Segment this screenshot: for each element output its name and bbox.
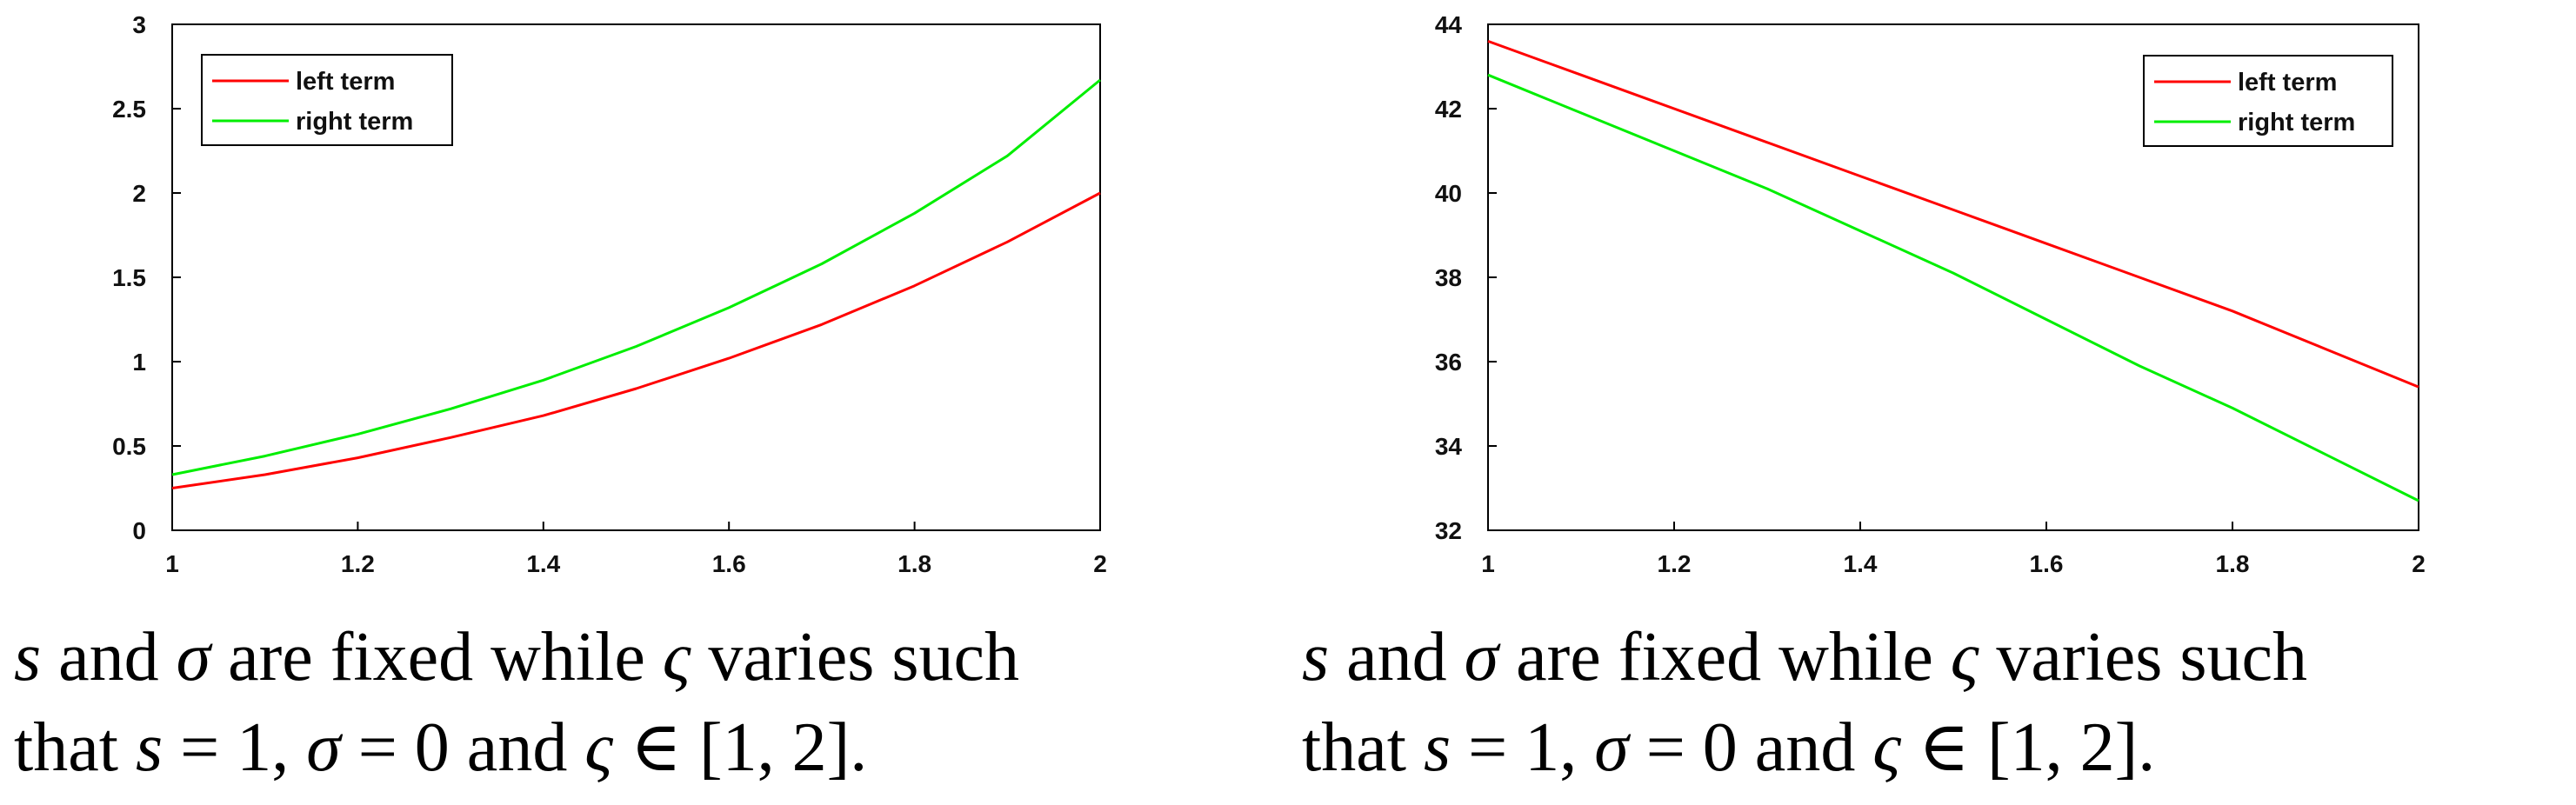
caption-text: are fixed while: [1498, 619, 1951, 695]
caption-math: ς: [662, 619, 691, 695]
caption-line-1: s and σ are fixed while ς varies such: [1302, 612, 2572, 702]
caption-text: and: [41, 619, 177, 695]
caption-text: = 1,: [1451, 709, 1595, 786]
caption-text: = 0 and: [340, 709, 585, 786]
caption-line-2: that s = 1, σ = 0 and ς ∈ [1, 2].: [1302, 702, 2572, 793]
legend: left term right term: [2143, 55, 2393, 147]
x-tick-label: 1.2: [1658, 550, 1692, 577]
y-tick-label: 2: [132, 180, 146, 207]
y-tick-label: 1.5: [112, 264, 146, 291]
y-tick-label: 42: [1435, 96, 1462, 123]
caption-math: σ: [1594, 709, 1629, 786]
x-tick-label: 2: [2412, 550, 2426, 577]
y-tick-label: 0: [132, 517, 146, 544]
caption-line-1: s and σ are fixed while ς varies such: [14, 612, 1284, 702]
chart-caption-right: s and σ are fixed while ς varies such th…: [1302, 612, 2572, 793]
chart-right: 1 1.2 1.4 1.6 1.8 2 32 34 36 38 40 42 44 left term rig…: [1435, 11, 2426, 577]
legend-label: right term: [296, 108, 413, 136]
x-tick-label: 1.2: [341, 550, 375, 577]
x-tick-label: 1.4: [1844, 550, 1878, 577]
caption-text: varies such: [1979, 619, 2307, 695]
series-line-right-term: [1487, 73, 2419, 502]
chart-panel-right: 1 1.2 1.4 1.6 1.8 2 32 34 36 38 40 42 44 left term rig…: [1288, 0, 2576, 805]
x-tick-label: 1.8: [898, 550, 931, 577]
caption-math: ς: [1872, 709, 1901, 786]
chart-left: 1 1.2 1.4 1.6 1.8 2 0 0.5 1 1.5 2 2.5 3 left term righ…: [112, 11, 1107, 577]
y-tick-label: 36: [1435, 349, 1462, 376]
legend-box: [201, 54, 453, 146]
caption-math: s: [1423, 709, 1452, 786]
chart-caption-left: s and σ are fixed while ς varies such th…: [14, 612, 1284, 793]
y-tick-label: 2.5: [112, 96, 146, 123]
caption-text: are fixed while: [210, 619, 663, 695]
caption-math: ς: [584, 709, 613, 786]
x-tick-label: 1.4: [526, 550, 560, 577]
legend-label: left term: [2238, 69, 2337, 96]
y-tick-label: 38: [1435, 264, 1462, 291]
x-tick-label: 1.6: [2030, 550, 2064, 577]
caption-text: ∈ [1, 2].: [1900, 709, 2156, 786]
y-tick-label: 32: [1435, 517, 1462, 544]
x-tick-label: 1.8: [2216, 550, 2250, 577]
legend-label: right term: [2238, 109, 2355, 136]
x-tick-label: 1: [165, 550, 179, 577]
legend-box: [2143, 55, 2393, 147]
y-tick-label: 40: [1435, 180, 1462, 207]
y-tick-label: 0.5: [112, 433, 146, 460]
y-tick-label: 34: [1435, 433, 1463, 460]
caption-text: ∈ [1, 2].: [612, 709, 868, 786]
legend: left term right term: [201, 54, 453, 146]
caption-text: and: [1329, 619, 1465, 695]
caption-text: that: [1302, 709, 1424, 786]
x-tick-label: 2: [1093, 550, 1107, 577]
series-line-left-term: [1487, 39, 2419, 389]
x-tick-label: 1: [1481, 550, 1495, 577]
caption-math: σ: [1464, 619, 1499, 695]
caption-math: s: [1302, 619, 1330, 695]
chart-panel-left: 1 1.2 1.4 1.6 1.8 2 0 0.5 1 1.5 2 2.5 3 left term righ…: [14, 11, 1284, 793]
caption-line-2: that s = 1, σ = 0 and ς ∈ [1, 2].: [14, 702, 1284, 793]
legend-label: left term: [296, 68, 395, 96]
caption-text: that: [14, 709, 136, 786]
caption-math: σ: [176, 619, 211, 695]
series-line-left-term: [171, 191, 1101, 489]
caption-text: = 0 and: [1628, 709, 1873, 786]
caption-math: s: [135, 709, 164, 786]
y-tick-label: 3: [132, 11, 146, 38]
caption-math: σ: [306, 709, 341, 786]
y-tick-label: 1: [132, 349, 146, 376]
y-tick-label: 44: [1435, 11, 1463, 38]
caption-text: varies such: [691, 619, 1019, 695]
series-line-right-term: [171, 78, 1101, 476]
x-tick-label: 1.6: [712, 550, 746, 577]
caption-math: s: [14, 619, 42, 695]
caption-math: ς: [1950, 619, 1979, 695]
caption-text: = 1,: [163, 709, 307, 786]
